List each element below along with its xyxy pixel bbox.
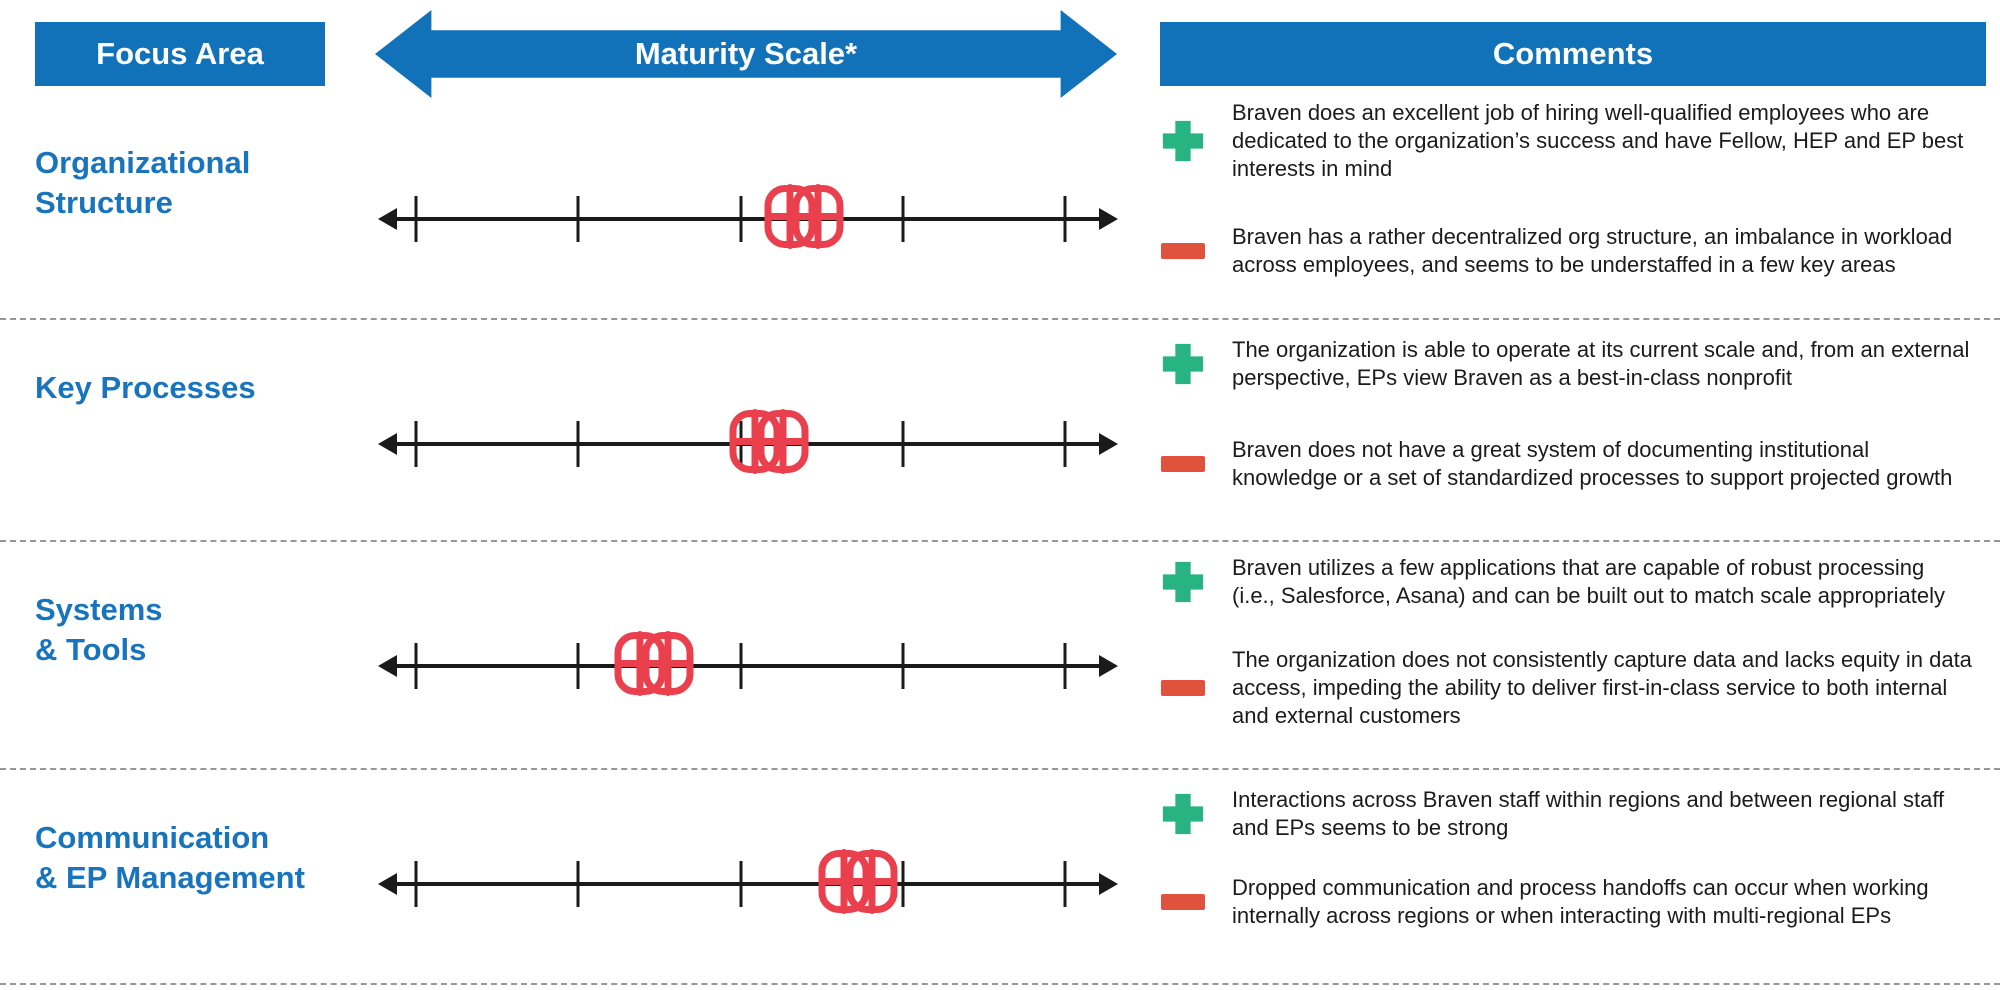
positive-comment: Interactions across Braven staff within … <box>1160 786 2000 842</box>
comments-cell: Interactions across Braven staff within … <box>1160 770 2000 983</box>
scale-tick <box>576 196 580 242</box>
scale-tick <box>1063 196 1067 242</box>
scale-tick <box>901 196 905 242</box>
scale-tick <box>1063 861 1067 907</box>
focus-area-header: Focus Area <box>35 22 325 86</box>
plus-icon <box>1160 559 1206 605</box>
scale-arrowhead-left-icon <box>378 433 397 455</box>
scale-tick <box>414 421 418 467</box>
scale-arrowhead-left-icon <box>378 873 397 895</box>
positive-comment: Braven utilizes a few applications that … <box>1160 554 2000 610</box>
row-systems-tools: Systems & Tools Braven utilizes <box>0 542 2000 770</box>
focus-area-label: Communication & EP Management <box>35 820 305 895</box>
maturity-marker-icon <box>818 849 898 920</box>
maturity-scale-header-arrow: Maturity Scale* <box>375 10 1117 98</box>
negative-comment-text: The organization does not consistently c… <box>1232 647 1972 728</box>
scale-tick <box>414 196 418 242</box>
scale-tick <box>901 861 905 907</box>
positive-comment: The organization is able to operate at i… <box>1160 336 2000 392</box>
scale-arrowhead-left-icon <box>378 655 397 677</box>
positive-comment-text: Braven does an excellent job of hiring w… <box>1232 100 1964 181</box>
comments-header: Comments <box>1160 22 1986 86</box>
scale-arrowhead-left-icon <box>378 208 397 230</box>
focus-area-label: Systems & Tools <box>35 592 163 667</box>
comments-cell: Braven does an excellent job of hiring w… <box>1160 95 2000 318</box>
scale-tick <box>901 643 905 689</box>
maturity-scale-header-label: Maturity Scale* <box>634 36 858 71</box>
positive-comment-text: The organization is able to operate at i… <box>1232 337 1970 390</box>
maturity-marker-icon <box>764 184 844 255</box>
positive-comment-text: Interactions across Braven staff within … <box>1232 787 1945 840</box>
maturity-marker-icon <box>729 409 809 480</box>
maturity-marker-icon <box>614 631 694 702</box>
scale-line <box>392 882 1104 886</box>
comments-cell: The organization is able to operate at i… <box>1160 320 2000 540</box>
scale-tick <box>576 861 580 907</box>
negative-comment-text: Braven has a rather decentralized org st… <box>1232 224 1953 277</box>
scale-tick <box>1063 421 1067 467</box>
row-key-processes: Key Processes The organization <box>0 320 2000 542</box>
positive-comment: Braven does an excellent job of hiring w… <box>1160 99 2000 183</box>
scale-tick <box>739 861 743 907</box>
minus-icon <box>1160 680 1206 696</box>
negative-comment: Braven has a rather decentralized org st… <box>1160 223 2000 279</box>
negative-comment-text: Dropped communication and process handof… <box>1232 875 1929 928</box>
minus-icon <box>1160 243 1206 259</box>
plus-icon <box>1160 118 1206 164</box>
maturity-scale <box>378 402 1118 486</box>
scale-tick <box>576 421 580 467</box>
negative-comment: Braven does not have a great system of d… <box>1160 436 2000 492</box>
scale-arrowhead-right-icon <box>1099 655 1118 677</box>
scale-tick <box>414 643 418 689</box>
minus-icon <box>1160 894 1206 910</box>
focus-area-label: Key Processes <box>35 370 256 405</box>
plus-icon <box>1160 791 1206 837</box>
row-communication-ep-management: Communication & EP Management I <box>0 770 2000 985</box>
focus-area-label: Organizational Structure <box>35 145 251 220</box>
minus-icon <box>1160 456 1206 472</box>
scale-tick <box>1063 643 1067 689</box>
negative-comment: Dropped communication and process handof… <box>1160 874 2000 930</box>
scale-tick <box>739 196 743 242</box>
maturity-scale <box>378 624 1118 708</box>
comments-cell: Braven utilizes a few applications that … <box>1160 542 2000 768</box>
scale-tick <box>901 421 905 467</box>
scale-tick <box>739 643 743 689</box>
scale-arrowhead-right-icon <box>1099 208 1118 230</box>
negative-comment: The organization does not consistently c… <box>1160 646 2000 730</box>
plus-icon <box>1160 341 1206 387</box>
row-organizational-structure: Organizational Structure Braven <box>0 95 2000 320</box>
positive-comment-text: Braven utilizes a few applications that … <box>1232 555 1945 608</box>
scale-line <box>392 664 1104 668</box>
maturity-scale <box>378 842 1118 926</box>
scale-tick <box>414 861 418 907</box>
scale-tick <box>576 643 580 689</box>
maturity-scale <box>378 177 1118 261</box>
scale-arrowhead-right-icon <box>1099 433 1118 455</box>
scale-arrowhead-right-icon <box>1099 873 1118 895</box>
scale-line <box>392 217 1104 221</box>
negative-comment-text: Braven does not have a great system of d… <box>1232 437 1953 490</box>
